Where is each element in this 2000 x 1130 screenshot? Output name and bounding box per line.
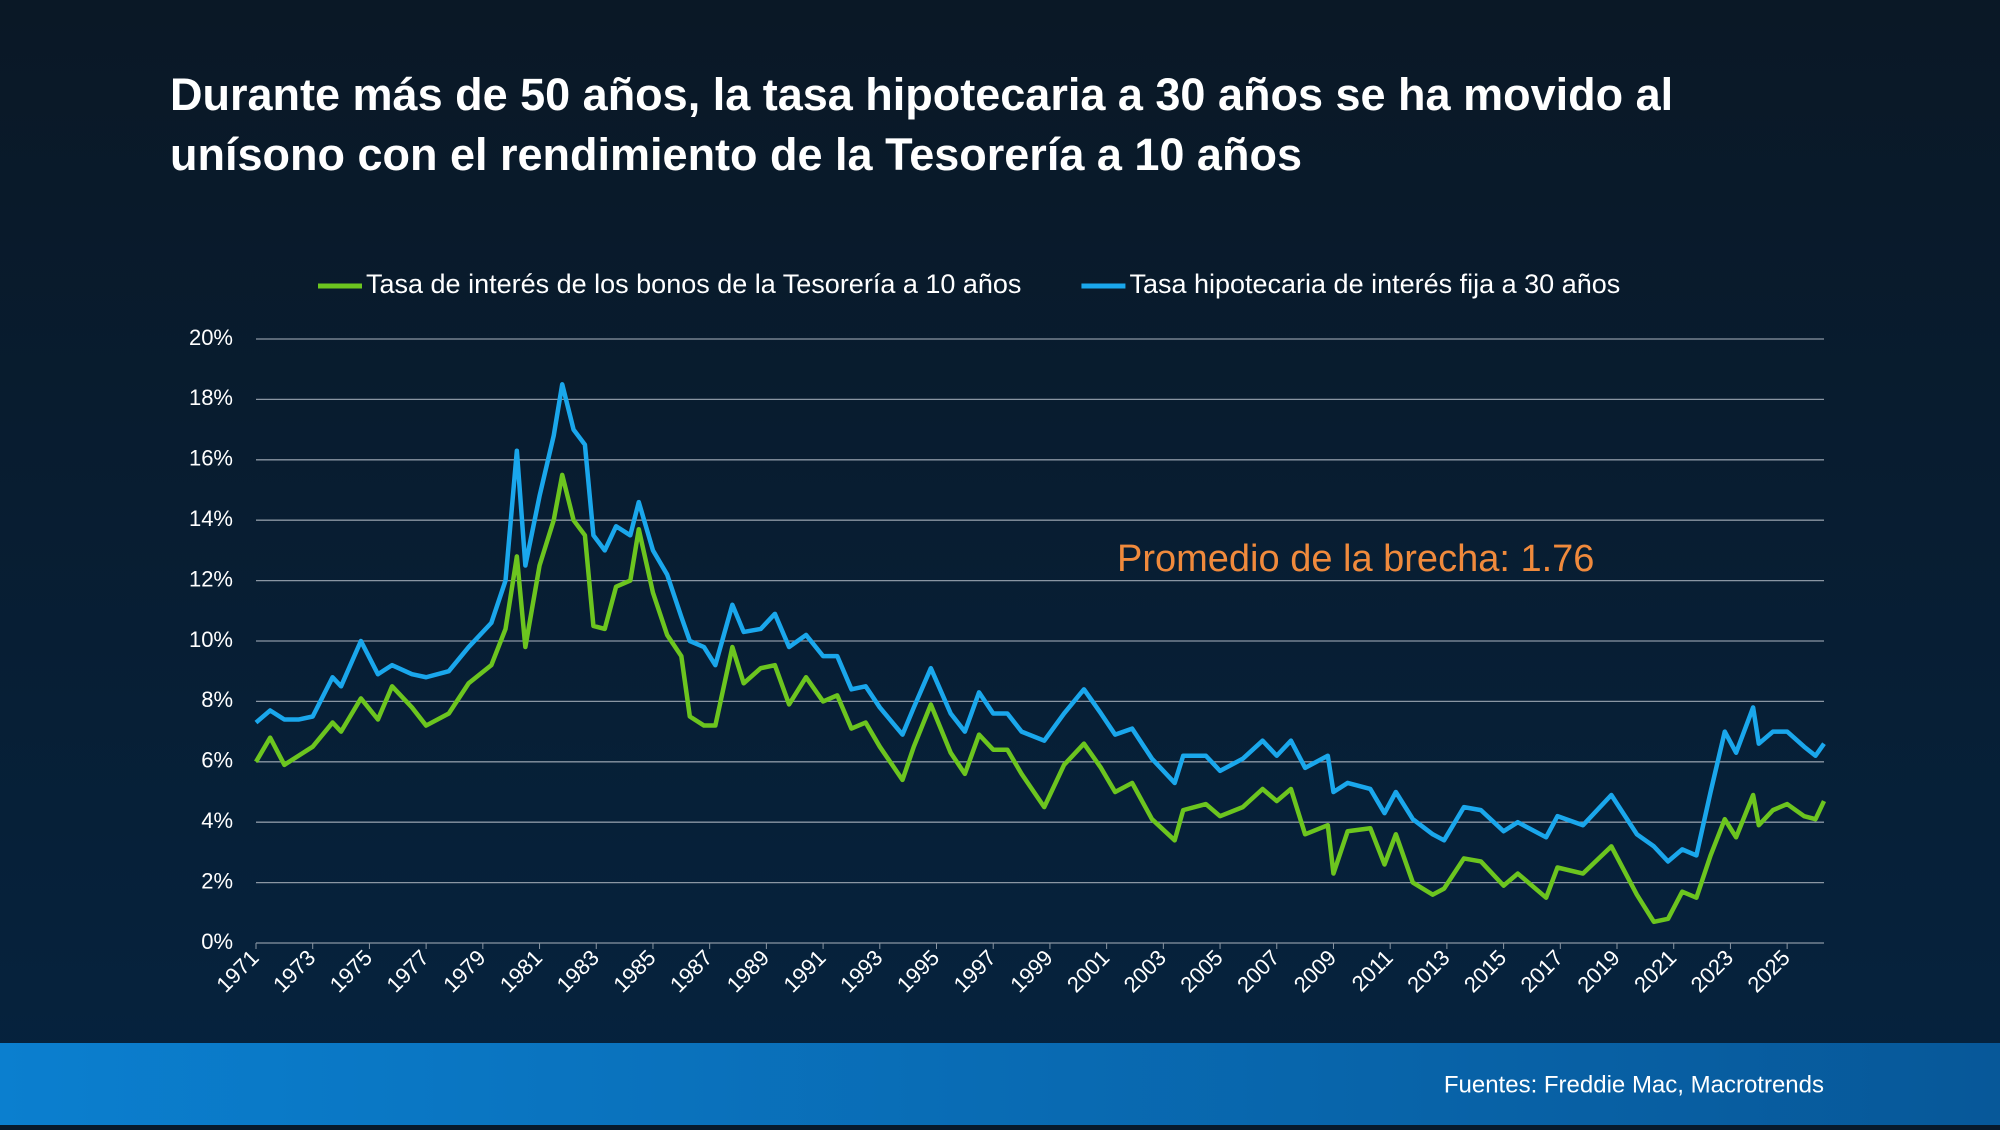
annotation: Promedio de la brecha: 1.76 [1117,538,1594,580]
legend-label: Tasa de interés de los bonos de la Tesor… [366,269,1021,299]
series-line [254,472,1827,925]
y-tick-label: 10% [189,627,233,652]
title-box: Durante más de 50 años, la tasa hipoteca… [170,69,1674,180]
chart-title: Durante más de 50 años, la tasa hipoteca… [170,69,1674,180]
y-tick-label: 12% [189,566,233,591]
y-tick-label: 6% [201,748,233,773]
y-tick-label: 8% [201,687,233,712]
y-tick-label: 0% [201,929,233,954]
y-tick-label: 14% [189,506,233,531]
series-line [254,382,1826,864]
footer-band [0,1043,2000,1125]
y-tick-label: 4% [201,808,233,833]
y-tick-label: 20% [189,325,233,350]
y-tick-label: 18% [189,385,233,410]
y-tick-label: 2% [201,868,233,893]
source: Fuentes: Freddie Mac, Macrotrends [1444,1071,1824,1098]
legend-label: Tasa hipotecaria de interés fija a 30 añ… [1129,269,1620,299]
y-tick-label: 16% [189,446,233,471]
